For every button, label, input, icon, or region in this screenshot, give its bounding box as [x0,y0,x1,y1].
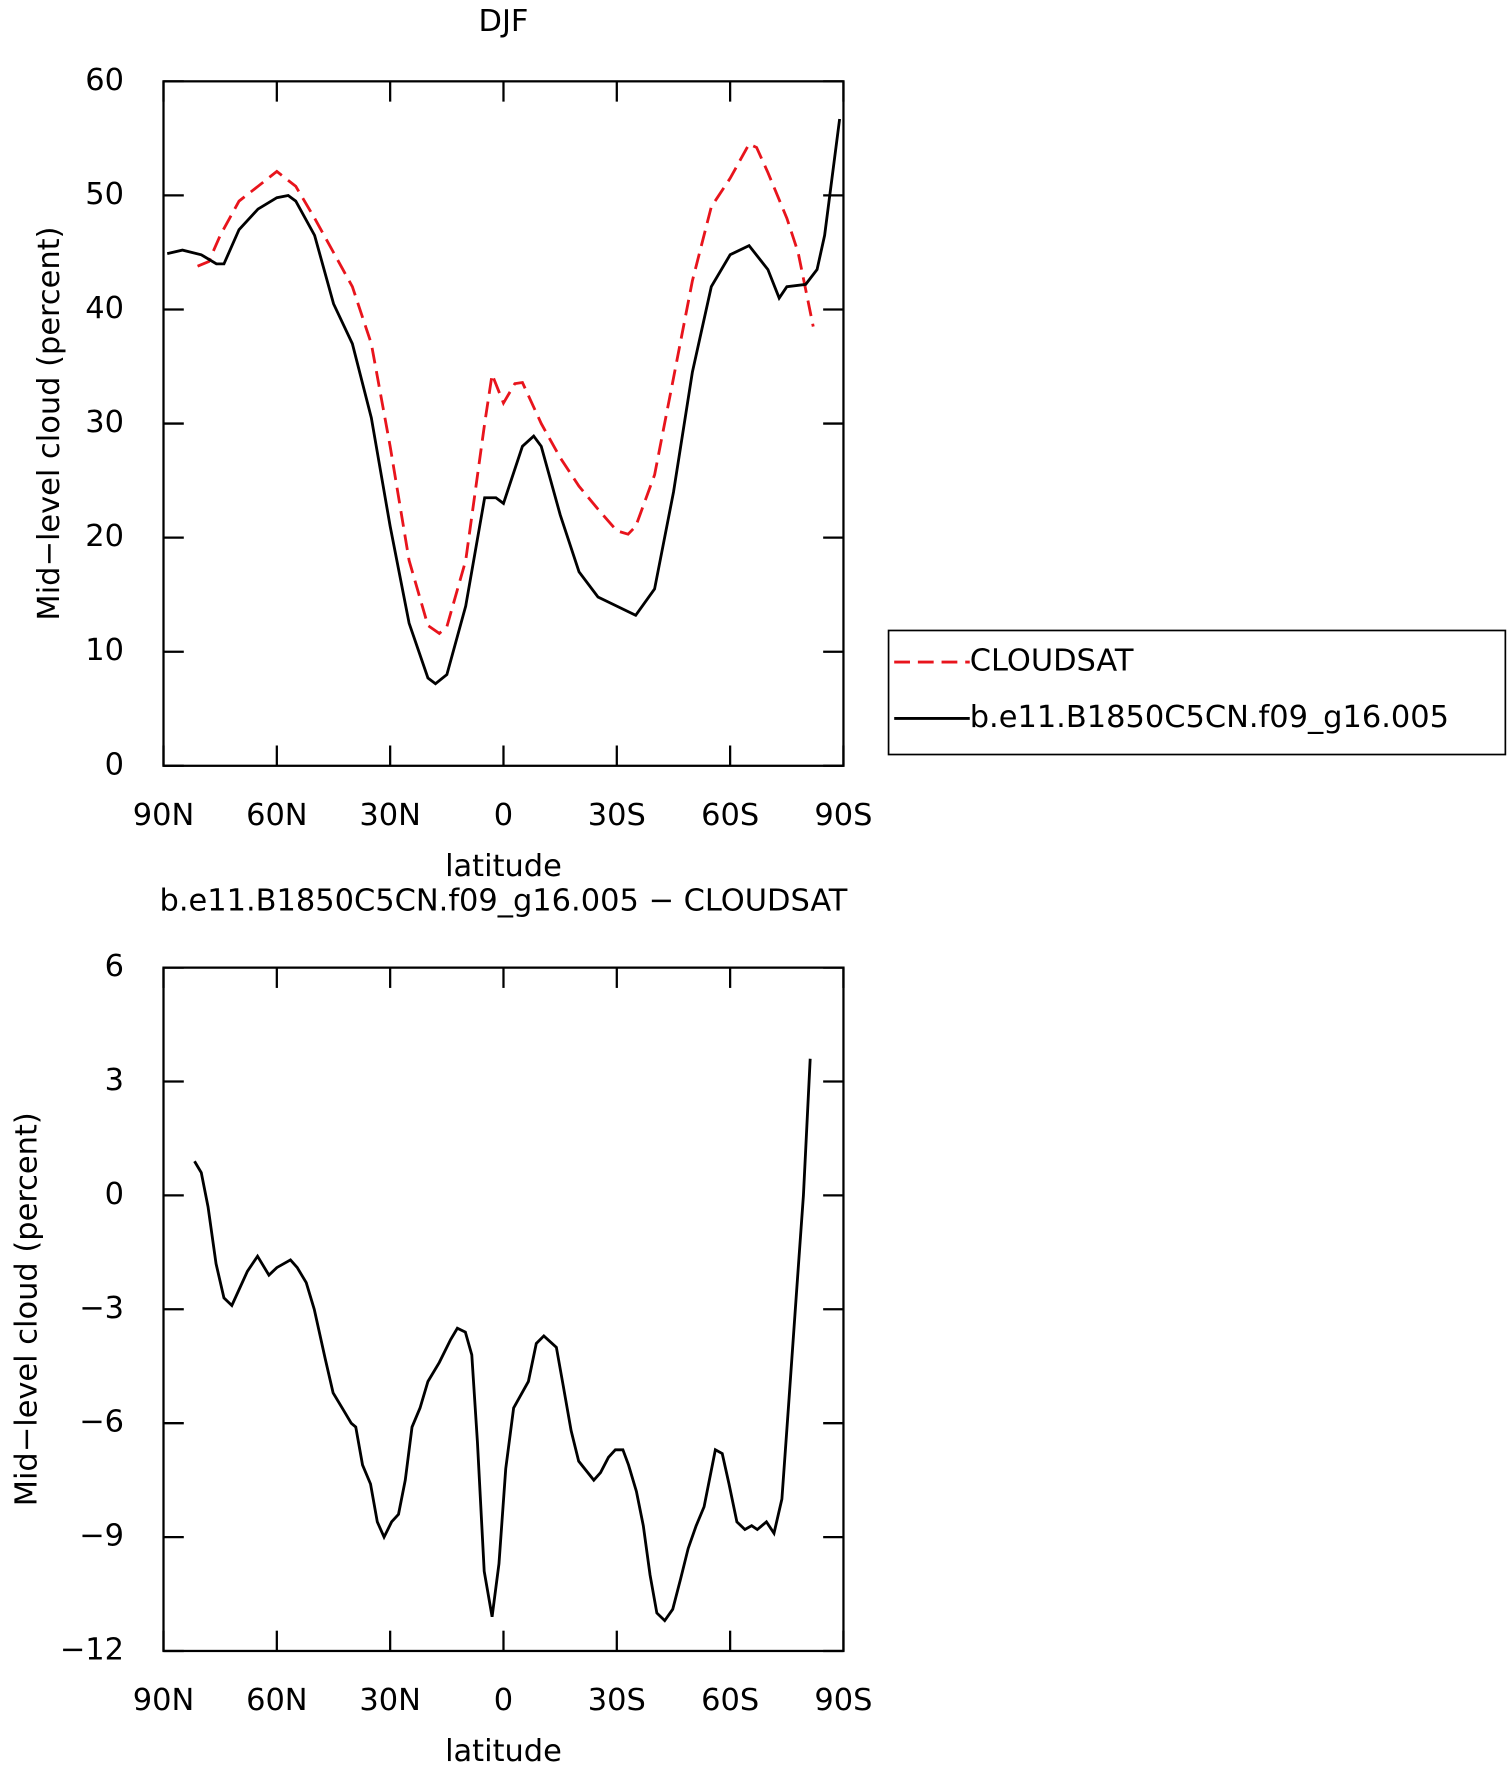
legend-label: CLOUDSAT [970,644,1134,679]
x-tick-label: 60S [701,798,759,833]
chart-title: b.e11.B1850C5CN.f09_g16.005 − CLOUDSAT [160,884,848,919]
y-tick-label: 6 [105,949,124,984]
x-axis-label: latitude [445,1734,562,1765]
x-tick-label: 30N [359,1683,421,1718]
y-tick-label: −6 [79,1405,124,1440]
y-tick-label: 3 [105,1063,124,1098]
y-tick-label: −3 [79,1291,124,1326]
x-tick-label: 60N [246,1683,307,1718]
x-tick-label: 60N [246,798,307,833]
x-tick-label: 0 [494,798,513,833]
y-tick-label: −9 [79,1519,124,1554]
y-axis-label: Mid−level cloud (percent) [32,227,67,621]
series-line [166,118,842,686]
chart-title: DJF [479,4,529,39]
y-tick-label: 10 [85,633,124,668]
x-tick-label: 90S [814,798,872,833]
series-line [193,1058,812,1623]
y-tick-label: 60 [85,63,124,98]
y-tick-label: 0 [105,1177,124,1212]
plot-frame [162,966,845,1653]
x-axis-label: latitude [445,849,562,884]
x-tick-label: 30N [359,798,421,833]
y-tick-label: 50 [85,177,124,212]
x-tick-label: 90N [133,798,195,833]
x-tick-label: 60S [701,1683,759,1718]
legend-box [887,629,1507,756]
y-tick-label: 30 [85,405,124,440]
x-tick-label: 90N [133,1683,195,1718]
y-axis-label: Mid−level cloud (percent) [10,1112,45,1506]
x-tick-label: 0 [494,1683,513,1718]
y-tick-label: 0 [105,747,124,782]
x-tick-label: 30S [588,1683,646,1718]
x-tick-label: 30S [588,798,646,833]
y-tick-label: 20 [85,519,124,554]
y-tick-label: 40 [85,291,124,326]
legend-label: b.e11.B1850C5CN.f09_g16.005 [970,700,1449,735]
x-tick-label: 90S [814,1683,872,1718]
y-tick-label: −12 [60,1632,124,1667]
plot-frame [162,80,845,767]
series-line [197,142,815,636]
